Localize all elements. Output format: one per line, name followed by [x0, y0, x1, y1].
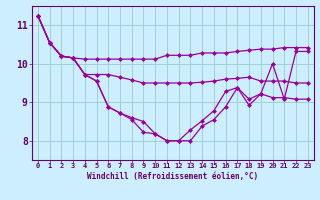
X-axis label: Windchill (Refroidissement éolien,°C): Windchill (Refroidissement éolien,°C): [87, 172, 258, 181]
